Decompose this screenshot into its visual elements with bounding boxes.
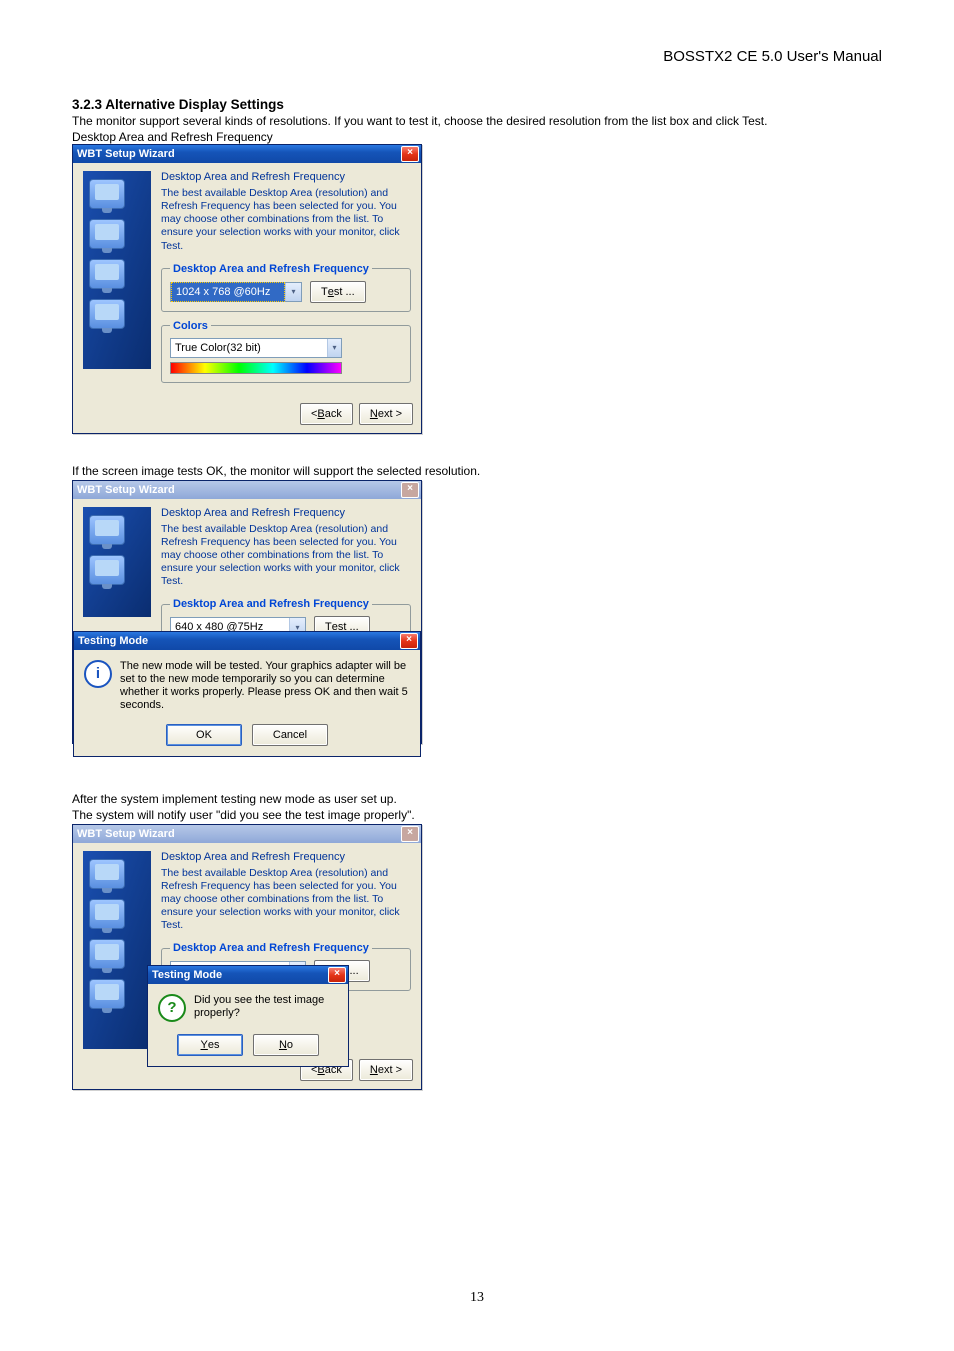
titlebar: Testing Mode ×	[74, 632, 420, 650]
colors-value: True Color(32 bit)	[171, 339, 327, 357]
titlebar-title: Testing Mode	[78, 635, 148, 647]
wizard-graphic-panel	[83, 171, 151, 369]
wizard-graphic-panel	[83, 851, 151, 1049]
resolution-combo[interactable]: 1024 x 768 @60Hz ▾	[170, 282, 302, 302]
info-icon: i	[84, 660, 112, 688]
caption-1: Desktop Area and Refresh Frequency	[72, 130, 882, 144]
caption-2: If the screen image tests OK, the monito…	[72, 464, 882, 479]
monitor-icon	[89, 899, 125, 929]
wbt-wizard-dialog-1: WBT Setup Wizard × Desktop Area and Refr…	[72, 144, 422, 434]
monitor-icon	[89, 859, 125, 889]
page-header: BOSSTX2 CE 5.0 User's Manual	[0, 0, 954, 73]
monitor-icon	[89, 979, 125, 1009]
resolution-fieldset: Desktop Area and Refresh Frequency 1024 …	[161, 263, 411, 312]
caption-3b: The system will notify user "did you see…	[72, 808, 882, 823]
wbt-wizard-dialog-2: WBT Setup Wizard × Desktop Area and Refr…	[72, 480, 422, 744]
testing-mode-text: The new mode will be tested. Your graphi…	[120, 660, 410, 713]
wbt-wizard-dialog-3: WBT Setup Wizard × Desktop Area and Refr…	[72, 824, 422, 1090]
close-icon[interactable]: ×	[401, 146, 419, 162]
monitor-icon	[89, 515, 125, 545]
titlebar-title: WBT Setup Wizard	[77, 828, 175, 840]
intro-text: The monitor support several kinds of res…	[72, 114, 882, 129]
monitor-icon	[89, 179, 125, 209]
monitor-icon	[89, 555, 125, 585]
chevron-down-icon[interactable]: ▾	[327, 339, 341, 357]
close-icon[interactable]: ×	[328, 967, 346, 983]
titlebar: WBT Setup Wizard ×	[73, 481, 421, 499]
color-gradient-bar	[170, 362, 342, 374]
colors-fieldset: Colors True Color(32 bit) ▾	[161, 320, 411, 383]
ok-button[interactable]: OK	[166, 724, 242, 746]
close-icon[interactable]: ×	[400, 633, 418, 649]
titlebar: WBT Setup Wizard ×	[73, 145, 421, 163]
titlebar-title: WBT Setup Wizard	[77, 484, 175, 496]
monitor-icon	[89, 939, 125, 969]
titlebar: Testing Mode ×	[148, 966, 348, 984]
yes-button[interactable]: Yes	[177, 1034, 243, 1056]
monitor-icon	[89, 259, 125, 289]
no-button[interactable]: No	[253, 1034, 319, 1056]
titlebar-title: Testing Mode	[152, 969, 222, 981]
colors-combo[interactable]: True Color(32 bit) ▾	[170, 338, 342, 358]
resolution-value: 1024 x 768 @60Hz	[171, 282, 285, 302]
titlebar-title: WBT Setup Wizard	[77, 148, 175, 160]
page-number: 13	[72, 1290, 882, 1306]
next-button[interactable]: Next >	[359, 403, 413, 425]
titlebar: WBT Setup Wizard ×	[73, 825, 421, 843]
dialog-description: The best available Desktop Area (resolut…	[161, 187, 411, 253]
dialog-description: The best available Desktop Area (resolut…	[161, 523, 411, 589]
test-button[interactable]: Test ...	[310, 281, 366, 303]
monitor-icon	[89, 299, 125, 329]
resolution-legend: Desktop Area and Refresh Frequency	[170, 598, 372, 610]
dialog-heading: Desktop Area and Refresh Frequency	[161, 851, 411, 863]
dialog-heading: Desktop Area and Refresh Frequency	[161, 507, 411, 519]
dialog-description: The best available Desktop Area (resolut…	[161, 867, 411, 933]
next-button[interactable]: Next >	[359, 1059, 413, 1081]
section-heading: 3.2.3 Alternative Display Settings	[72, 97, 882, 112]
close-icon[interactable]: ×	[401, 482, 419, 498]
resolution-legend: Desktop Area and Refresh Frequency	[170, 263, 372, 275]
chevron-down-icon[interactable]: ▾	[285, 283, 301, 301]
wizard-graphic-panel	[83, 507, 151, 617]
testing-mode-dialog: Testing Mode × i The new mode will be te…	[73, 631, 421, 758]
resolution-legend: Desktop Area and Refresh Frequency	[170, 942, 372, 954]
colors-legend: Colors	[170, 320, 211, 332]
monitor-icon	[89, 219, 125, 249]
caption-3a: After the system implement testing new m…	[72, 792, 882, 807]
cancel-button[interactable]: Cancel	[252, 724, 328, 746]
question-icon: ?	[158, 994, 186, 1022]
back-button[interactable]: < Back	[300, 403, 353, 425]
dialog-heading: Desktop Area and Refresh Frequency	[161, 171, 411, 183]
close-icon[interactable]: ×	[401, 826, 419, 842]
testing-mode-question-text: Did you see the test image properly?	[194, 994, 338, 1020]
testing-mode-question-dialog: Testing Mode × ? Did you see the test im…	[147, 965, 349, 1067]
